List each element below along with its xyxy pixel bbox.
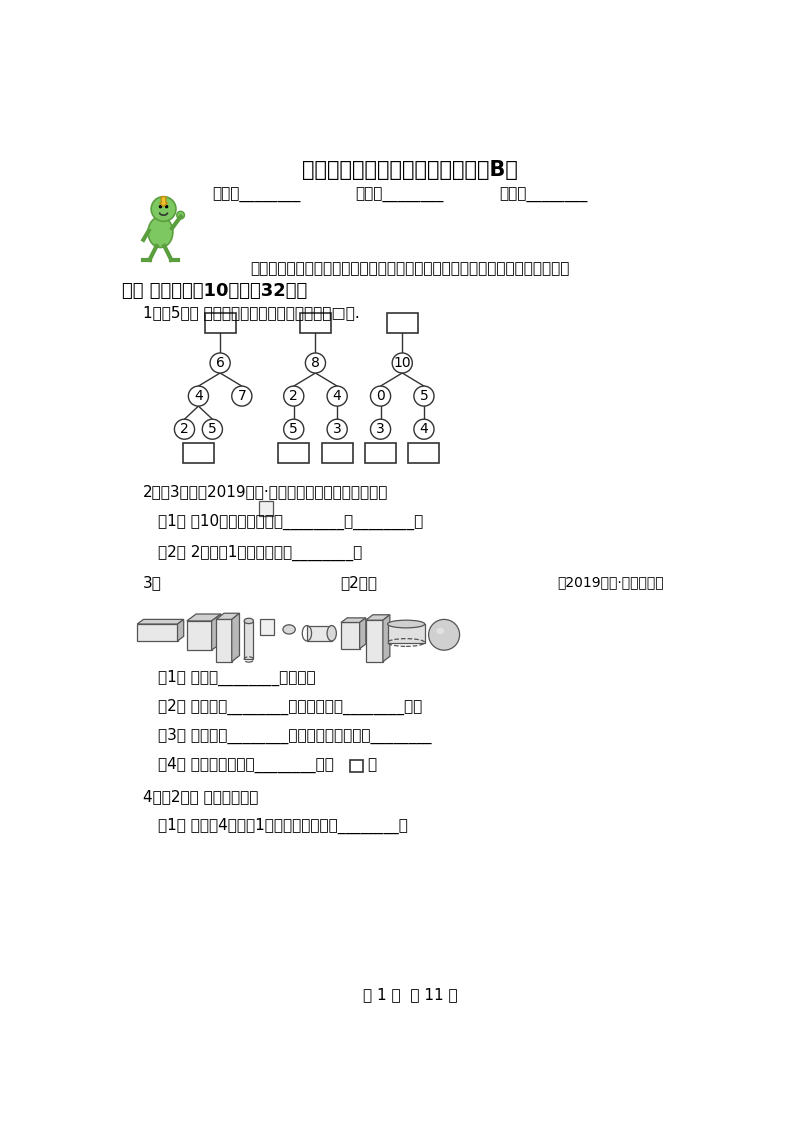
- Polygon shape: [187, 621, 211, 650]
- Text: 2．（3分）（2019一上·富阳期末）想一想，填一填。: 2．（3分）（2019一上·富阳期末）想一想，填一填。: [142, 484, 388, 499]
- Polygon shape: [138, 624, 178, 641]
- Text: 3: 3: [333, 422, 342, 436]
- Circle shape: [414, 419, 434, 439]
- Polygon shape: [383, 615, 390, 662]
- Circle shape: [165, 205, 168, 208]
- Text: 成绩：________: 成绩：________: [499, 188, 587, 204]
- Polygon shape: [341, 623, 360, 649]
- Bar: [183, 443, 214, 463]
- Polygon shape: [244, 621, 254, 660]
- Text: 3．: 3．: [142, 575, 162, 590]
- Circle shape: [327, 419, 347, 439]
- Circle shape: [202, 419, 222, 439]
- Circle shape: [188, 386, 209, 406]
- Circle shape: [370, 419, 390, 439]
- Text: 7: 7: [238, 389, 246, 403]
- Bar: [322, 443, 353, 463]
- Polygon shape: [341, 618, 366, 623]
- Circle shape: [174, 419, 194, 439]
- Polygon shape: [387, 624, 425, 643]
- Circle shape: [429, 619, 459, 650]
- Text: 班级：________: 班级：________: [356, 188, 444, 204]
- Ellipse shape: [244, 618, 254, 624]
- Text: （2） 2个一和1个十合起来是________。: （2） 2个一和1个十合起来是________。: [158, 544, 362, 561]
- Bar: [386, 312, 418, 333]
- Text: 3: 3: [376, 422, 385, 436]
- Bar: [409, 443, 439, 463]
- Ellipse shape: [283, 625, 295, 634]
- Bar: [278, 443, 310, 463]
- Text: 2: 2: [180, 422, 189, 436]
- Text: 0: 0: [376, 389, 385, 403]
- Polygon shape: [187, 614, 221, 621]
- Polygon shape: [211, 614, 221, 650]
- Text: 5: 5: [419, 389, 428, 403]
- Polygon shape: [138, 619, 184, 624]
- Text: 同学们，经过一段时间的学习，你一定长进不少，让我们好好检验一下自己吧！: 同学们，经过一段时间的学习，你一定长进不少，让我们好好检验一下自己吧！: [250, 261, 570, 276]
- Text: 第 1 页  共 11 页: 第 1 页 共 11 页: [362, 987, 458, 1002]
- Circle shape: [327, 386, 347, 406]
- Text: （4） 从右往左数，第________个是: （4） 从右往左数，第________个是: [158, 757, 334, 773]
- Text: 2: 2: [290, 389, 298, 403]
- Circle shape: [210, 353, 230, 374]
- Circle shape: [232, 386, 252, 406]
- Circle shape: [284, 419, 304, 439]
- Text: 。: 。: [367, 757, 377, 772]
- Text: 5: 5: [290, 422, 298, 436]
- Circle shape: [414, 386, 434, 406]
- Text: 4: 4: [194, 389, 203, 403]
- Text: 1．（5分） 把每条线上三个数相加的数填在□里.: 1．（5分） 把每条线上三个数相加的数填在□里.: [142, 306, 359, 320]
- Circle shape: [151, 197, 176, 222]
- Circle shape: [177, 212, 185, 218]
- Bar: [260, 619, 274, 635]
- Bar: [205, 312, 236, 333]
- Text: （2） 长方体有________个，正方体有________个。: （2） 长方体有________个，正方体有________个。: [158, 698, 422, 715]
- Text: （1） 我是由4个一和1个十组成的，我是________。: （1） 我是由4个一和1个十组成的，我是________。: [158, 818, 408, 834]
- Text: 4: 4: [333, 389, 342, 403]
- Text: 苏教版一年级上学期数学期末试卷B卷: 苏教版一年级上学期数学期末试卷B卷: [302, 161, 518, 180]
- Circle shape: [392, 353, 412, 374]
- Ellipse shape: [148, 216, 173, 248]
- Bar: [300, 312, 331, 333]
- Text: （2019一上·椒江期末）: （2019一上·椒江期末）: [558, 575, 664, 589]
- Text: （2分）: （2分）: [340, 575, 378, 590]
- Polygon shape: [307, 626, 332, 641]
- Polygon shape: [232, 614, 239, 662]
- Ellipse shape: [327, 626, 336, 641]
- Polygon shape: [366, 615, 390, 620]
- Text: （3） 圆柱体有________个，把它们圈出来。________: （3） 圆柱体有________个，把它们圈出来。________: [158, 728, 432, 744]
- Bar: [365, 443, 396, 463]
- Text: 10: 10: [394, 355, 411, 370]
- Ellipse shape: [387, 620, 425, 628]
- Text: 8: 8: [311, 355, 320, 370]
- Text: 姓名：________: 姓名：________: [212, 188, 301, 204]
- Text: （1） 一共有________个图形。: （1） 一共有________个图形。: [158, 669, 316, 686]
- Bar: [350, 760, 362, 772]
- Circle shape: [284, 386, 304, 406]
- Polygon shape: [366, 620, 383, 662]
- Text: 5: 5: [208, 422, 217, 436]
- Circle shape: [370, 386, 390, 406]
- Polygon shape: [216, 614, 239, 619]
- Circle shape: [306, 353, 326, 374]
- Text: 6: 6: [216, 355, 225, 370]
- Ellipse shape: [436, 628, 444, 634]
- Text: （1） 与10相邻的两个数是________和________；: （1） 与10相邻的两个数是________和________；: [158, 514, 423, 530]
- Text: 4: 4: [419, 422, 428, 436]
- Polygon shape: [178, 619, 184, 641]
- Polygon shape: [360, 618, 366, 649]
- FancyArrow shape: [160, 197, 167, 207]
- Circle shape: [158, 205, 162, 208]
- Text: 一、 算一算（共10题；共32分）: 一、 算一算（共10题；共32分）: [122, 282, 307, 300]
- Text: 4．（2分） 猜猜我是谁！: 4．（2分） 猜猜我是谁！: [142, 789, 258, 804]
- Bar: [259, 500, 273, 516]
- Polygon shape: [216, 619, 232, 662]
